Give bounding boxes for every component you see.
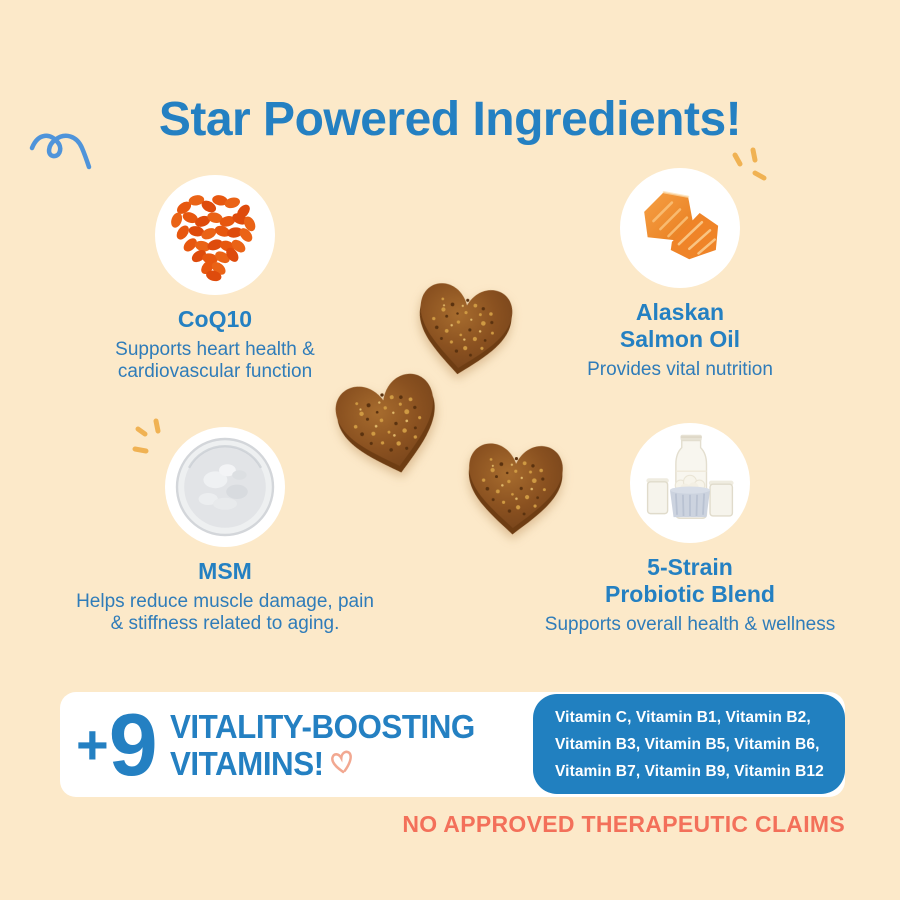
salmon-chunks-icon <box>644 191 719 260</box>
ingredient-description: Supports overall health & wellness <box>544 614 836 635</box>
pill-heart-icon <box>171 195 256 282</box>
salmon-circle-image <box>620 168 740 288</box>
coq10-circle-image <box>155 175 275 295</box>
disclaimer-text: NO APPROVED THERAPEUTIC CLAIMS <box>402 811 845 837</box>
vitamin-count: + 9 <box>76 694 158 794</box>
ingredient-name: Alaskan Salmon Oil <box>619 299 741 352</box>
ingredient-name: MSM <box>198 558 252 584</box>
vitamin-list: Vitamin C, Vitamin B1, Vitamin B2, Vitam… <box>555 708 824 780</box>
ingredient-description: Provides vital nutrition <box>587 359 773 380</box>
probiotic-circle-image <box>630 423 750 543</box>
ingredient-card-coq10: CoQ10 Supports heart health & cardiovasc… <box>50 175 380 383</box>
dairy-probiotic-icon <box>646 434 734 520</box>
sparkle-icon <box>732 147 767 181</box>
vitamin-list-box: Vitamin C, Vitamin B1, Vitamin B2, Vitam… <box>533 694 845 794</box>
powder-dish-icon <box>175 437 275 537</box>
banner-heading: VITALITY-BOOSTING VITAMINS! <box>170 708 475 782</box>
ingredient-name: CoQ10 <box>177 306 253 332</box>
ingredient-name: 5-Strain Probiotic Blend <box>605 554 775 607</box>
page-title: Star Powered Ingredients! <box>158 93 742 147</box>
banner-heading-line2: VITAMINS! <box>169 744 324 782</box>
sparkle-icon <box>132 418 161 454</box>
ingredient-card-salmon-oil: Alaskan Salmon Oil Provides vital nutrit… <box>515 168 845 381</box>
banner-heading-line1: VITALITY-BOOSTING <box>169 707 475 745</box>
ingredient-card-probiotic: 5-Strain Probiotic Blend Supports overal… <box>510 423 870 636</box>
vitamins-banner: + 9 VITALITY-BOOSTING VITAMINS! Vitamin … <box>60 692 845 797</box>
count-number: 9 <box>108 694 158 794</box>
squiggle-icon <box>29 133 92 170</box>
ingredient-card-msm: MSM Helps reduce muscle damage, pain & s… <box>45 427 405 635</box>
msm-circle-image <box>165 427 285 547</box>
ingredient-description: Supports heart health & cardiovascular f… <box>115 339 315 382</box>
plus-sign: + <box>76 712 109 776</box>
ingredient-description: Helps reduce muscle damage, pain & stiff… <box>76 591 374 634</box>
heart-chew-image <box>465 442 564 537</box>
heart-doodle-icon <box>330 750 352 774</box>
